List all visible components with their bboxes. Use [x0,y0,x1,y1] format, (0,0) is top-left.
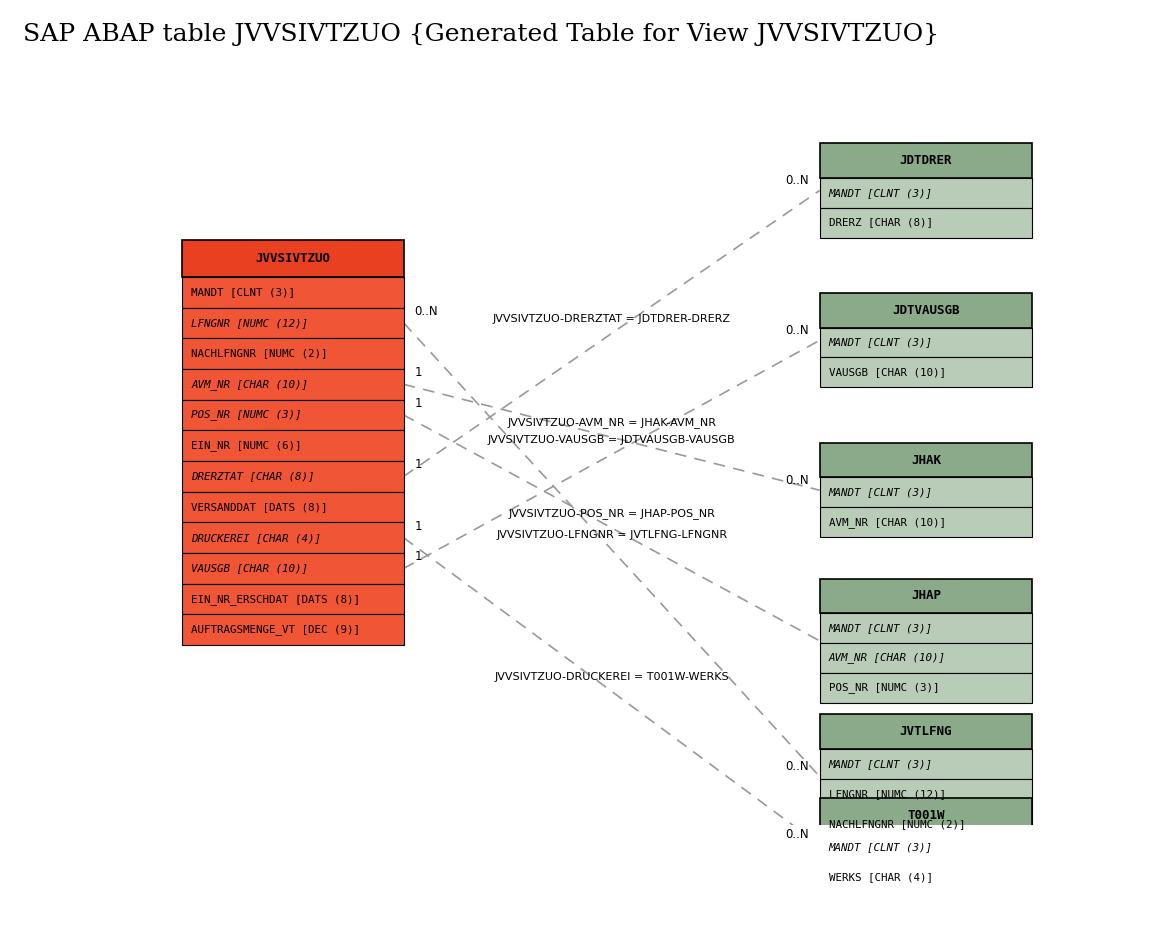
Bar [819,613,1032,643]
Text: 0..N: 0..N [785,474,809,487]
Text: EIN_NR [NUMC (6)]: EIN_NR [NUMC (6)] [191,440,301,451]
Text: VERSANDDAT [DATS (8)]: VERSANDDAT [DATS (8)] [191,502,328,512]
Bar [819,673,1032,703]
Text: MANDT [CLNT (3)]: MANDT [CLNT (3)] [829,187,932,197]
Text: VAUSGB [CHAR (10)]: VAUSGB [CHAR (10)] [829,367,945,377]
Text: MANDT [CLNT (3)]: MANDT [CLNT (3)] [829,842,932,852]
Text: 1: 1 [414,366,422,379]
Bar [819,293,1032,327]
Text: JVVSIVTZUO-LFNGNR = JVTLFNG-LFNGNR: JVVSIVTZUO-LFNGNR = JVTLFNG-LFNGNR [496,530,727,540]
Text: 0..N: 0..N [785,174,809,187]
Bar [819,808,1032,839]
Bar [819,208,1032,237]
Bar [819,862,1032,892]
Text: DRERZTAT [CHAR (8)]: DRERZTAT [CHAR (8)] [191,471,315,481]
Bar [182,584,404,615]
Text: NACHLFNGNR [NUMC (2)]: NACHLFNGNR [NUMC (2)] [829,819,965,829]
Text: 1: 1 [414,520,422,533]
Bar [819,327,1032,358]
Bar [819,749,1032,779]
Text: 1: 1 [414,551,422,564]
Text: POS_NR [NUMC (3)]: POS_NR [NUMC (3)] [191,410,301,421]
Text: AVM_NR [CHAR (10)]: AVM_NR [CHAR (10)] [829,517,945,527]
Bar [819,643,1032,673]
Bar [819,443,1032,477]
Text: EIN_NR_ERSCHDAT [DATS (8)]: EIN_NR_ERSCHDAT [DATS (8)] [191,593,361,604]
Bar [182,369,404,400]
Bar [819,507,1032,538]
Text: JVVSIVTZUO-DRERZTAT = JDTDRER-DRERZ: JVVSIVTZUO-DRERZTAT = JDTDRER-DRERZ [492,314,731,324]
Bar [182,277,404,308]
Text: LFNGNR [NUMC (12)]: LFNGNR [NUMC (12)] [829,789,945,799]
Bar [819,358,1032,387]
Text: JDTDRER: JDTDRER [900,154,952,167]
Text: LFNGNR [NUMC (12)]: LFNGNR [NUMC (12)] [191,318,308,328]
Text: JVVSIVTZUO-DRUCKEREI = T001W-WERKS: JVVSIVTZUO-DRUCKEREI = T001W-WERKS [495,672,729,682]
Bar [182,461,404,491]
Text: JDTVAUSGB: JDTVAUSGB [893,304,959,317]
Text: AVM_NR [CHAR (10)]: AVM_NR [CHAR (10)] [829,653,945,664]
Bar [182,615,404,645]
Bar [819,144,1032,178]
Text: 0..N: 0..N [785,324,809,337]
Bar [819,798,1032,832]
Bar [182,308,404,338]
Text: DRUCKEREI [CHAR (4)]: DRUCKEREI [CHAR (4)] [191,533,321,542]
Bar [182,523,404,553]
Text: WERKS [CHAR (4)]: WERKS [CHAR (4)] [829,872,932,883]
Text: 0..N: 0..N [414,305,438,318]
Bar [819,715,1032,749]
Text: JVVSIVTZUO-VAUSGB = JDTVAUSGB-VAUSGB: JVVSIVTZUO-VAUSGB = JDTVAUSGB-VAUSGB [488,435,735,445]
Bar [819,779,1032,808]
Bar [819,578,1032,613]
Bar [819,832,1032,862]
Text: JHAK: JHAK [911,454,941,467]
Text: MANDT [CLNT (3)]: MANDT [CLNT (3)] [829,758,932,768]
Text: NACHLFNGNR [NUMC (2)]: NACHLFNGNR [NUMC (2)] [191,349,328,359]
Text: AVM_NR [CHAR (10)]: AVM_NR [CHAR (10)] [191,379,308,389]
Text: 1: 1 [414,458,422,471]
Text: JVVSIVTZUO: JVVSIVTZUO [256,252,330,265]
Text: JHAP: JHAP [911,590,941,603]
Bar [182,491,404,523]
Text: MANDT [CLNT (3)]: MANDT [CLNT (3)] [829,337,932,348]
Bar [819,178,1032,208]
Text: AUFTRAGSMENGE_VT [DEC (9)]: AUFTRAGSMENGE_VT [DEC (9)] [191,625,361,635]
Text: T001W: T001W [907,808,945,821]
Text: DRERZ [CHAR (8)]: DRERZ [CHAR (8)] [829,218,932,228]
Text: 1: 1 [414,397,422,410]
Text: MANDT [CLNT (3)]: MANDT [CLNT (3)] [191,287,295,298]
Bar [819,477,1032,507]
Bar [182,240,404,277]
Text: 0..N: 0..N [785,829,809,842]
Bar [182,430,404,461]
Text: JVVSIVTZUO-AVM_NR = JHAK-AVM_NR: JVVSIVTZUO-AVM_NR = JHAK-AVM_NR [508,417,717,428]
Text: MANDT [CLNT (3)]: MANDT [CLNT (3)] [829,623,932,633]
Bar [182,400,404,430]
Text: 0..N: 0..N [785,760,809,773]
Text: POS_NR [NUMC (3)]: POS_NR [NUMC (3)] [829,682,939,693]
Text: JVTLFNG: JVTLFNG [900,725,952,738]
Bar [182,338,404,369]
Bar [182,553,404,584]
Text: SAP ABAP table JVVSIVTZUO {Generated Table for View JVVSIVTZUO}: SAP ABAP table JVVSIVTZUO {Generated Tab… [23,23,939,46]
Text: VAUSGB [CHAR (10)]: VAUSGB [CHAR (10)] [191,564,308,574]
Text: JVVSIVTZUO-POS_NR = JHAP-POS_NR: JVVSIVTZUO-POS_NR = JHAP-POS_NR [508,508,715,518]
Text: MANDT [CLNT (3)]: MANDT [CLNT (3)] [829,488,932,498]
